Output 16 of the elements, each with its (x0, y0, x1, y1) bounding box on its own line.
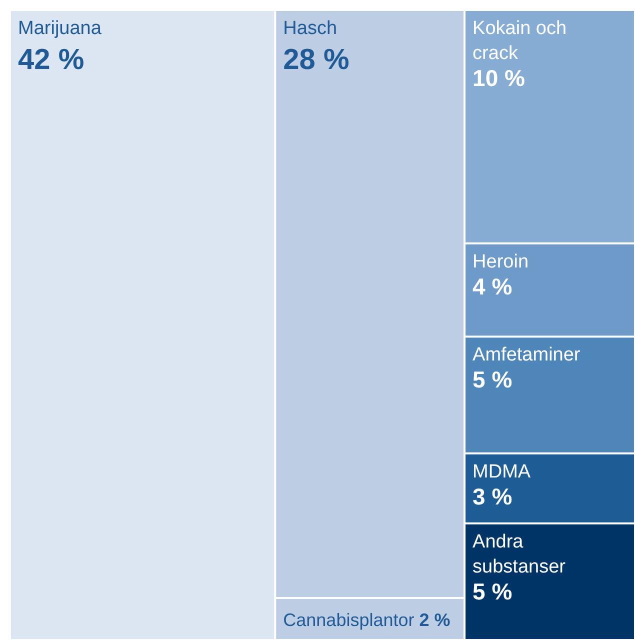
category-label: Amfetaminer (472, 344, 581, 366)
data-label: 2 % (419, 610, 450, 630)
data-label: 28 % (283, 44, 350, 76)
category-label: Hasch (283, 18, 338, 39)
data-label: 4 % (472, 273, 512, 300)
category-label: Andra substanser (472, 531, 566, 578)
category-label: Marijuana (18, 18, 102, 39)
data-label: 10 % (472, 65, 525, 91)
category-label: Kokain och crack (472, 18, 567, 64)
data-label: 5 % (472, 578, 512, 604)
category-label: Cannabisplantor (283, 610, 420, 630)
data-label: 42 % (18, 44, 84, 76)
data-label: 5 % (472, 366, 512, 393)
category-label: MDMA (472, 461, 531, 482)
data-label: 3 % (472, 483, 512, 510)
category-label: Heroin (472, 251, 529, 272)
